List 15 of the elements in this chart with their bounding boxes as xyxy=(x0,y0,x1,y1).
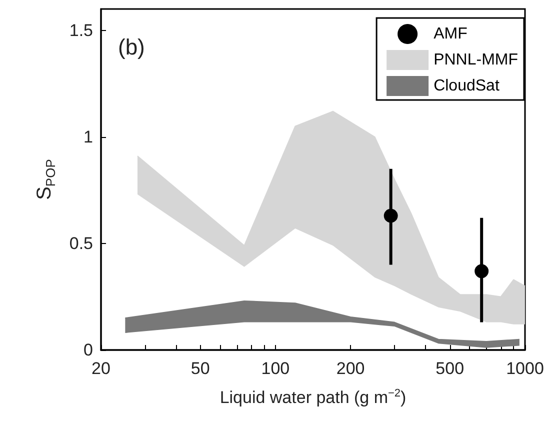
x-tick-label: 20 xyxy=(92,359,110,378)
legend-label: PNNL-MMF xyxy=(434,52,518,68)
legend-label: AMF xyxy=(434,26,468,42)
y-tick-label: 0 xyxy=(84,340,93,360)
x-tick-label: 50 xyxy=(190,359,210,378)
annotation: (b) xyxy=(118,34,145,60)
x-tick-label: 200 xyxy=(336,359,365,378)
x-tick-label: 1000 xyxy=(506,359,544,378)
y-axis-title: SPOP xyxy=(34,159,58,200)
y-tick-label: 1.5 xyxy=(69,20,93,40)
y-tick-label: 0.5 xyxy=(69,234,93,253)
x-tick-label: 100 xyxy=(261,359,290,378)
y-tick-label: 1 xyxy=(84,127,93,146)
x-tick-label: 500 xyxy=(436,359,464,378)
legend-label: CloudSat xyxy=(434,78,500,94)
